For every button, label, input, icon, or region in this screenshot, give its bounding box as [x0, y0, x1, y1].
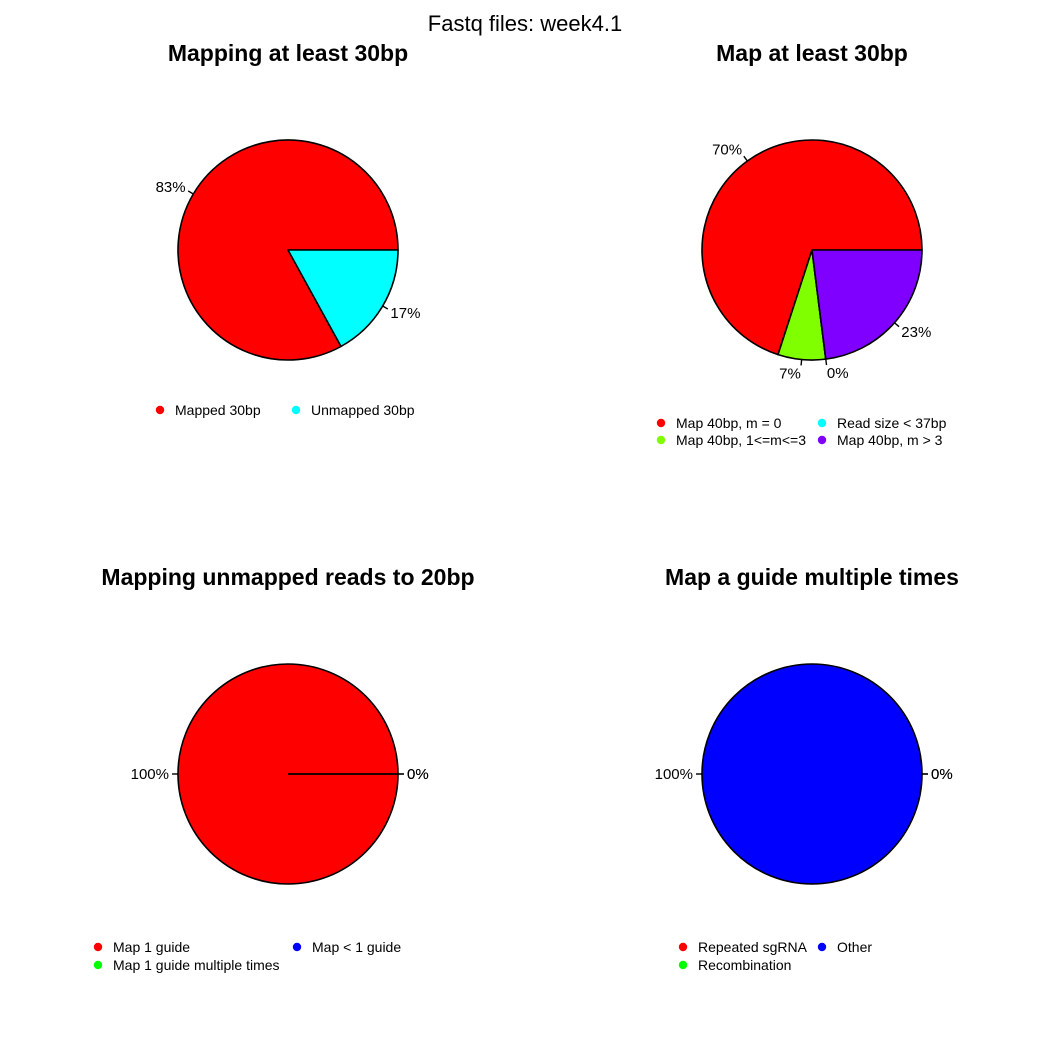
pie-slices [177, 663, 399, 885]
percent-label: 0% [827, 365, 849, 382]
percent-label: 70% [712, 142, 742, 159]
percent-label: 0% [407, 766, 429, 783]
pie-chart-map-30bp: Map at least 30bp 70% 7% 0% 23% Map 40bp, m… [656, 40, 947, 448]
percent-label: 7% [779, 365, 801, 382]
legend-item: Map 40bp, m > 3 [817, 432, 943, 448]
slice-map-40bp-m-0 [701, 139, 923, 356]
legend-label: Mapped 30bp [175, 402, 261, 418]
pie-slices [701, 663, 923, 885]
slice-unmapped-30bp [287, 249, 399, 348]
legend-label: Read size < 37bp [837, 415, 947, 431]
percent-tick [187, 190, 194, 195]
percent-tick [894, 322, 900, 328]
slice-map-40bp-m-3 [811, 249, 923, 360]
percent-label: 17% [390, 305, 420, 322]
percent-label: 100% [131, 766, 169, 783]
legend-item: Map < 1 guide [292, 939, 401, 955]
percent-label: 83% [156, 179, 186, 196]
legend-label: Map 1 guide [113, 939, 190, 955]
percent-labels: 83% 17% [156, 179, 421, 322]
legend-item: Unmapped 30bp [291, 402, 415, 418]
pie-chart-mapping-30bp: Mapping at least 30bp 83% 17% Mapped 30bp… [156, 40, 421, 418]
pie-chart-unmapped-20bp: Mapping unmapped reads to 20bp 100% 0%0% … [93, 564, 475, 973]
legend-swatch [291, 405, 301, 415]
legend-swatch [817, 942, 827, 952]
chart-title: Mapping unmapped reads to 20bp [101, 564, 474, 590]
legend-label: Map 1 guide multiple times [113, 957, 280, 973]
legend-item: Map 1 guide [93, 939, 190, 955]
legend-item: Recombination [678, 957, 791, 973]
percent-tick [743, 155, 748, 162]
legend-label: Repeated sgRNA [698, 939, 808, 955]
legend-swatch [656, 418, 666, 428]
legend-swatch [292, 942, 302, 952]
legend-swatch [93, 960, 103, 970]
chart-title: Map a guide multiple times [665, 564, 959, 590]
chart-title: Mapping at least 30bp [168, 40, 408, 66]
legend-label: Other [837, 939, 872, 955]
legend-label: Map 40bp, m > 3 [837, 432, 943, 448]
legend-swatch [93, 942, 103, 952]
legend-swatch [155, 405, 165, 415]
percent-tick [825, 359, 828, 366]
legend-swatch [678, 942, 688, 952]
pie-chart-guide-multiple: Map a guide multiple times 0%0%100% Repe… [655, 564, 959, 973]
percent-labels: 100% 0%0% [131, 766, 429, 783]
legend-item: Map 40bp, m = 0 [656, 415, 782, 431]
pie-slices [701, 139, 923, 361]
percent-label: 0% [931, 766, 953, 783]
legend-item: Map 1 guide multiple times [93, 957, 280, 973]
percent-label: 23% [901, 324, 931, 341]
figure-title: Fastq files: week4.1 [428, 11, 622, 36]
legend-label: Map 40bp, m = 0 [676, 415, 782, 431]
percent-label: 0% [931, 766, 953, 783]
percent-label: 100% [655, 766, 693, 783]
chart-title: Map at least 30bp [716, 40, 908, 66]
percent-tick [800, 359, 803, 366]
legend-swatch [678, 960, 688, 970]
slice-other [701, 663, 923, 885]
legend-item: Read size < 37bp [817, 415, 947, 431]
percent-label: 0% [407, 766, 429, 783]
legend-swatch [817, 435, 827, 445]
legend: Repeated sgRNA Recombination Other [678, 939, 872, 973]
legend-item: Repeated sgRNA [678, 939, 808, 955]
legend-swatch [817, 418, 827, 428]
legend-item: Map 40bp, 1<=m<=3 [656, 432, 806, 448]
percent-tick [382, 305, 389, 310]
legend-label: Map 40bp, 1<=m<=3 [676, 432, 806, 448]
legend-item: Mapped 30bp [155, 402, 261, 418]
percent-labels: 70% 7% 0% 23% [712, 142, 931, 383]
legend-label: Map < 1 guide [312, 939, 401, 955]
legend-label: Unmapped 30bp [311, 402, 415, 418]
legend-item: Other [817, 939, 872, 955]
legend-label: Recombination [698, 957, 791, 973]
legend: Mapped 30bp Unmapped 30bp [155, 402, 415, 418]
pie-slices [177, 139, 399, 361]
legend: Map 1 guide Map 1 guide multiple times Map… [93, 939, 401, 973]
legend-swatch [656, 435, 666, 445]
percent-labels: 0%0%100% [655, 766, 953, 783]
